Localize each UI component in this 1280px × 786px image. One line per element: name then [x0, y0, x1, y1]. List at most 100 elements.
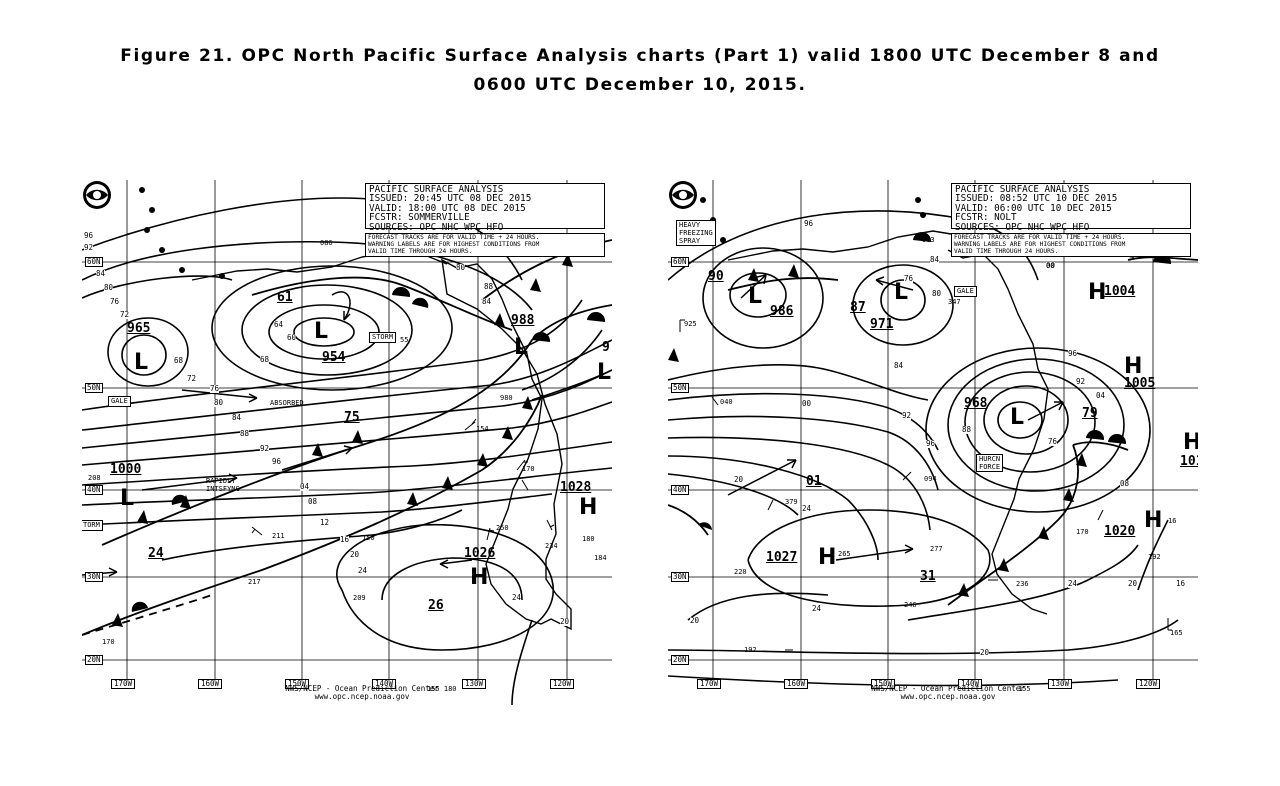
isobar-value: 92: [902, 411, 912, 420]
pressure-label: 954: [322, 350, 346, 365]
station-value: 250: [496, 524, 509, 532]
pressure-label: 79: [1082, 406, 1098, 421]
coastline-right: [685, 187, 1049, 615]
station-value: 265: [838, 550, 851, 558]
station-value: 246: [904, 601, 917, 609]
high-pressure-symbol: H: [1144, 508, 1163, 533]
footer-line: NWS/NCEP - Ocean Prediction Center: [285, 684, 439, 693]
wind-barbs: [679, 319, 1172, 651]
noaa-logo-icon: [83, 181, 111, 209]
isobar-value: 72: [187, 374, 197, 383]
low-pressure-symbol: L: [314, 319, 329, 344]
station-value: 154: [476, 425, 489, 433]
isobar-value: 92: [1076, 377, 1086, 386]
header-valid: VALID: 18:00 UTC 08 DEC 2015: [369, 202, 526, 214]
station-value: 277: [930, 545, 943, 553]
isobar-value: 08: [308, 497, 318, 506]
noaa-logo-icon: [669, 181, 697, 209]
station-value: 086: [320, 239, 333, 247]
lon-label: 120W: [1136, 679, 1161, 689]
warning-line: HEAVY: [679, 221, 701, 229]
hurricane-force-warning: HURCN FORCE: [976, 454, 1004, 472]
isobar-value: 24: [802, 504, 812, 513]
isobar-value: 24: [512, 593, 522, 602]
figure-caption: Figure 21. OPC North Pacific Surface Ana…: [60, 42, 1220, 100]
chart-header-box: PACIFIC SURFACE ANALYSIS ISSUED: 08:52 U…: [951, 183, 1191, 233]
lon-label: 130W: [462, 679, 487, 689]
station-value: 347: [948, 298, 961, 306]
pressure-label: 87: [850, 300, 866, 315]
gale-warning-label: GALE: [108, 396, 131, 407]
isobar-value: 92: [84, 243, 94, 252]
low-pressure-symbol: L: [1010, 405, 1025, 430]
lat-label: 60N: [85, 257, 103, 267]
station-value: 925: [684, 320, 697, 328]
isobar-value: 84: [232, 413, 242, 422]
storm-tracks: [727, 274, 1064, 561]
isobar-value: 20: [1128, 579, 1138, 588]
isobar-value: 60: [287, 333, 297, 342]
note-line: WARNING LABELS ARE FOR HIGHEST CONDITION…: [954, 240, 1126, 248]
high-pressure-symbol: H: [470, 565, 489, 590]
header-title: PACIFIC SURFACE ANALYSIS: [955, 184, 1090, 195]
isobar-value: 20: [734, 475, 744, 484]
station-value: 094: [924, 475, 937, 483]
pressure-label: 1004: [1104, 284, 1136, 299]
heavy-freezing-spray-warning: HEAVY FREEZING SPRAY: [676, 220, 716, 246]
station-value: 55: [400, 336, 409, 344]
low-pressure-symbol: L: [120, 486, 135, 511]
pressure-label: 61: [277, 290, 293, 305]
rapidly-intensifying-annotation: INTSFYNG: [206, 485, 240, 493]
lat-label: 50N: [671, 383, 689, 393]
isobar-value: 92: [260, 444, 270, 453]
station-value: 165: [1170, 629, 1183, 637]
isobars: [82, 197, 612, 705]
warning-line: FREEZING: [679, 229, 713, 237]
lat-label: 40N: [85, 485, 103, 495]
right-chart-map: [668, 180, 1198, 687]
header-title: PACIFIC SURFACE ANALYSIS: [369, 184, 504, 195]
note-line: VALID TIME THROUGH 24 HOURS.: [954, 247, 1059, 255]
header-sources: SOURCES: OPC NHC WPC HFO: [955, 221, 1090, 233]
station-value: 217: [248, 578, 261, 586]
forecast-note: FORECAST TRACKS ARE FOR VALID TIME + 24 …: [365, 233, 605, 258]
isobar-value: 96: [926, 439, 936, 448]
pressure-label: 90: [708, 269, 724, 284]
isobar-value: 76: [1048, 437, 1058, 446]
station-value: 040: [720, 398, 733, 406]
storm-warning-label: TORM: [82, 520, 103, 531]
pressure-label: 1000: [110, 462, 142, 477]
isobar-value: 96: [272, 457, 282, 466]
pressure-label: 1028: [560, 480, 592, 495]
station-value: 234: [545, 542, 558, 550]
lon-label: 120W: [550, 679, 575, 689]
isobar-value: 84: [482, 297, 492, 306]
low-pressure-symbol: L: [748, 284, 763, 309]
station-value: 00: [1046, 262, 1055, 270]
station-value: 236: [1016, 580, 1029, 588]
footer-line: NWS/NCEP - Ocean Prediction Center: [871, 684, 1025, 693]
surface-analysis-chart-dec-8: PACIFIC SURFACE ANALYSIS ISSUED: 20:45 U…: [82, 180, 612, 705]
isobar-value: 84: [894, 361, 904, 370]
lon-label: 140W: [958, 679, 983, 689]
station-value: 192: [744, 646, 757, 654]
pressure-label: 75: [344, 410, 360, 425]
isobar-value: 16: [1176, 579, 1186, 588]
station-value: 963: [922, 236, 935, 244]
lon-label: 160W: [198, 679, 223, 689]
isobar-value: 72: [120, 310, 130, 319]
isobar-value: 24: [1068, 579, 1078, 588]
station-value: 192: [1148, 553, 1161, 561]
isobar-value: 88: [484, 282, 494, 291]
note-line: FORECAST TRACKS ARE FOR VALID TIME + 24 …: [954, 234, 1126, 241]
lon-label: 130W: [1048, 679, 1073, 689]
station-value: 180: [582, 535, 595, 543]
station-value: 379: [785, 498, 798, 506]
gale-warning-label: GALE: [954, 286, 977, 297]
absorbed-annotation: ABSORBED: [270, 399, 304, 407]
header-valid: VALID: 06:00 UTC 10 DEC 2015: [955, 202, 1112, 214]
isobar-value: 04: [1096, 391, 1106, 400]
pressure-label: 9: [602, 340, 610, 355]
high-pressure-symbol: H: [1124, 354, 1143, 379]
isobar-value: 96: [804, 219, 814, 228]
